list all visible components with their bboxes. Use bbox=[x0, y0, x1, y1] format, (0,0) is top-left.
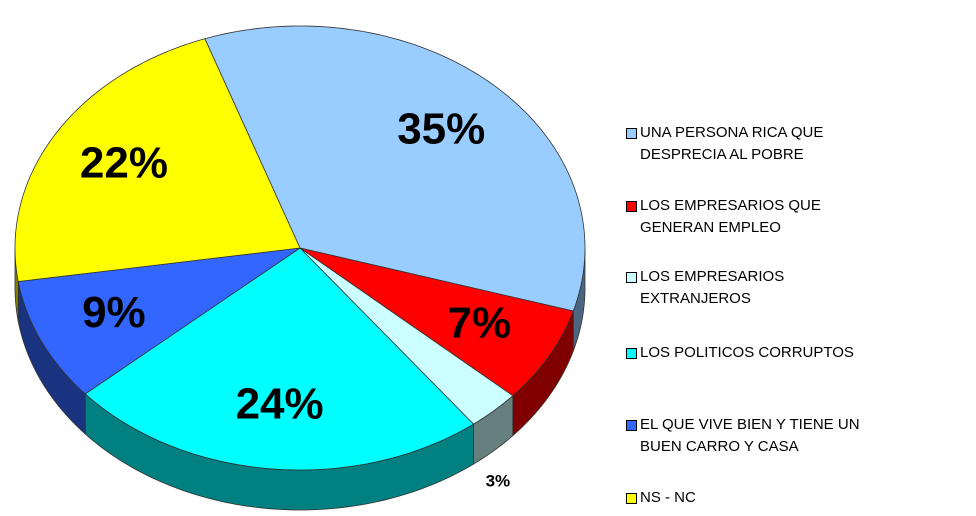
slice bbox=[17, 247, 301, 395]
legend-label: LOS POLITICOS CORRUPTOS bbox=[640, 344, 854, 361]
legend-label: NS - NC bbox=[640, 489, 696, 506]
legend-swatch bbox=[626, 272, 637, 283]
slice bbox=[14, 38, 301, 283]
value-label: 22% bbox=[80, 139, 168, 188]
legend-item: NS - NC bbox=[626, 487, 696, 509]
legend-label: LOS EMPRESARIOS EXTRANJEROS bbox=[640, 268, 785, 307]
legend-label: UNA PERSONA RICA QUE DESPRECIA AL POBRE bbox=[640, 124, 824, 163]
slice bbox=[84, 247, 475, 471]
legend-item: LOS POLITICOS CORRUPTOS bbox=[626, 342, 854, 364]
value-label: 7% bbox=[448, 298, 512, 347]
legend-swatch bbox=[626, 128, 637, 139]
slice bbox=[299, 247, 574, 397]
legend-item: LOS EMPRESARIOS EXTRANJEROS bbox=[626, 266, 784, 310]
legend-swatch bbox=[626, 493, 637, 504]
slice bbox=[204, 25, 586, 312]
legend: UNA PERSONA RICA QUE DESPRECIA AL POBRE L… bbox=[626, 0, 976, 516]
slice bbox=[299, 247, 514, 425]
legend-item: UNA PERSONA RICA QUE DESPRECIA AL POBRE bbox=[626, 122, 823, 166]
pie-area: 35% 7% 3% 24% 9% 22% bbox=[14, 25, 586, 511]
legend-label: LOS EMPRESARIOS QUE GENERAN EMPLEO bbox=[640, 197, 821, 236]
value-label: 35% bbox=[397, 105, 485, 154]
legend-swatch bbox=[626, 201, 637, 212]
legend-item: LOS EMPRESARIOS QUE GENERAN EMPLEO bbox=[626, 195, 821, 239]
legend-item: EL QUE VIVE BIEN Y TIENE UN BUEN CARRO Y… bbox=[626, 414, 860, 458]
value-label: 24% bbox=[236, 380, 324, 429]
value-label: 3% bbox=[486, 471, 511, 490]
legend-swatch bbox=[626, 348, 637, 359]
legend-label: EL QUE VIVE BIEN Y TIENE UN BUEN CARRO Y… bbox=[640, 416, 860, 455]
value-label: 9% bbox=[82, 288, 146, 337]
legend-swatch bbox=[626, 420, 637, 431]
